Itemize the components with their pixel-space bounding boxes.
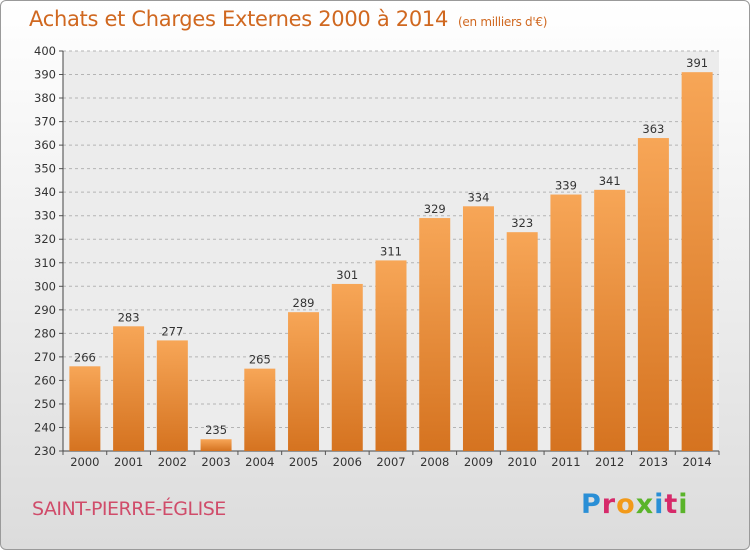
y-tick-label: 340 <box>34 185 56 199</box>
proxiti-logo: Proxiti <box>581 489 689 520</box>
data-label-2014: 391 <box>686 56 708 70</box>
y-tick-label: 250 <box>34 397 56 411</box>
bar-2005 <box>288 312 320 451</box>
data-label-2001: 283 <box>118 310 140 324</box>
logo-letter: r <box>601 489 617 520</box>
x-tick-label-2003: 2003 <box>201 455 230 469</box>
bar-2010 <box>506 232 538 451</box>
bar-2012 <box>594 189 626 451</box>
bar-2013 <box>637 138 669 451</box>
logo-letter: x <box>635 489 655 520</box>
data-label-2011: 339 <box>555 179 577 193</box>
x-tick-label-2014: 2014 <box>682 455 711 469</box>
x-tick-label-2004: 2004 <box>245 455 274 469</box>
x-tick-label-2010: 2010 <box>508 455 537 469</box>
bar-2000 <box>69 366 101 451</box>
bar-2001 <box>113 326 145 451</box>
y-tick-label: 240 <box>34 420 56 434</box>
bar-2006 <box>331 283 363 451</box>
chart-subtitle: (en milliers d'€) <box>458 15 548 29</box>
bar-2009 <box>462 206 494 451</box>
data-label-2000: 266 <box>74 350 96 364</box>
data-label-2012: 341 <box>599 174 621 188</box>
place-name: SAINT-PIERRE-ÉGLISE <box>32 498 226 520</box>
logo-letter: i <box>678 489 689 520</box>
x-tick-label-2001: 2001 <box>114 455 143 469</box>
data-label-2003: 235 <box>205 423 227 437</box>
y-tick-label: 260 <box>34 373 56 387</box>
bar-2014 <box>681 72 713 452</box>
data-label-2008: 329 <box>424 202 446 216</box>
x-tick-label-2012: 2012 <box>595 455 624 469</box>
bar-2003 <box>200 439 232 451</box>
x-tick-label-2006: 2006 <box>333 455 362 469</box>
chart-title-text: Achats et Charges Externes 2000 à 2014 <box>29 7 449 31</box>
y-tick-label: 270 <box>34 350 56 364</box>
chart-title: Achats et Charges Externes 2000 à 2014 (e… <box>29 7 547 31</box>
x-tick-label-2005: 2005 <box>289 455 318 469</box>
bar-2004 <box>244 368 276 451</box>
bar-2011 <box>550 194 582 451</box>
logo-letter: t <box>664 489 679 520</box>
y-tick-label: 370 <box>34 115 56 129</box>
data-label-2005: 289 <box>293 296 315 310</box>
bar-2002 <box>156 340 188 451</box>
data-label-2007: 311 <box>380 244 402 258</box>
x-tick-label-2008: 2008 <box>420 455 449 469</box>
x-tick-label-2011: 2011 <box>551 455 580 469</box>
data-label-2006: 301 <box>336 268 358 282</box>
y-tick-label: 320 <box>34 232 56 246</box>
y-tick-label: 360 <box>34 138 56 152</box>
bar-2008 <box>419 218 451 451</box>
x-tick-label-2009: 2009 <box>464 455 493 469</box>
y-tick-label: 330 <box>34 209 56 223</box>
logo-letter: o <box>616 489 636 520</box>
y-tick-label: 280 <box>34 326 56 340</box>
y-tick-label: 400 <box>34 44 56 58</box>
x-tick-label-2007: 2007 <box>376 455 405 469</box>
y-tick-label: 380 <box>34 91 56 105</box>
y-tick-label: 310 <box>34 256 56 270</box>
y-tick-label: 300 <box>34 279 56 293</box>
y-tick-label: 390 <box>34 68 56 82</box>
data-label-2013: 363 <box>642 122 664 136</box>
logo-letter: P <box>581 489 602 520</box>
x-tick-label-2002: 2002 <box>158 455 187 469</box>
data-label-2002: 277 <box>161 324 183 338</box>
y-tick-label: 230 <box>34 444 56 458</box>
x-tick-label-2013: 2013 <box>639 455 668 469</box>
y-tick-label: 290 <box>34 303 56 317</box>
data-label-2009: 334 <box>467 190 489 204</box>
y-tick-label: 350 <box>34 162 56 176</box>
bar-2007 <box>375 260 407 451</box>
data-label-2010: 323 <box>511 216 533 230</box>
x-tick-label-2000: 2000 <box>70 455 99 469</box>
logo-letter: i <box>654 489 665 520</box>
data-label-2004: 265 <box>249 353 271 367</box>
